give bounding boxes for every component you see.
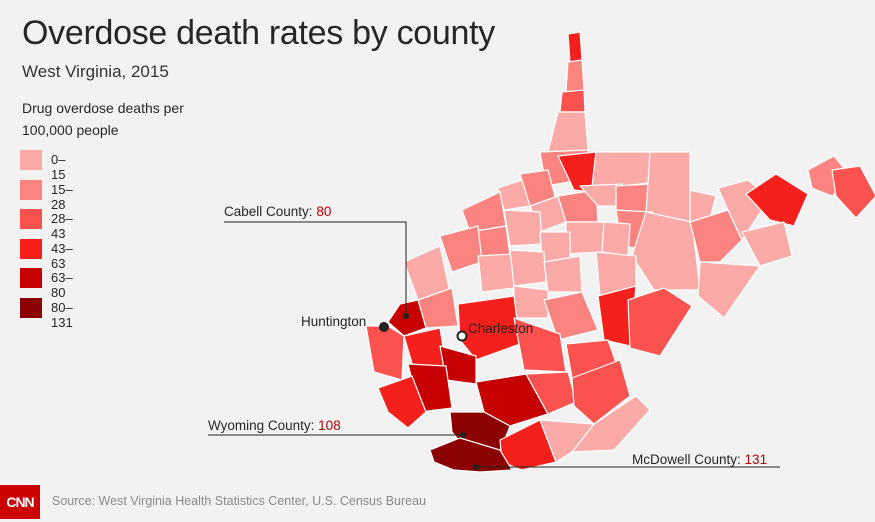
legend-label-0-15: 0–15 <box>51 152 66 182</box>
county-mingo <box>377 375 427 429</box>
county-mcdowell <box>429 437 513 473</box>
county-summers-south <box>539 419 595 463</box>
wyoming-callout: Wyoming County: 108 <box>208 418 341 433</box>
huntington-dot <box>379 322 389 332</box>
cabell-callout-name: Cabell County: <box>224 204 317 219</box>
county-wood <box>461 191 507 233</box>
county-ohio <box>559 89 586 113</box>
legend-label-15-28: 15–28 <box>51 181 73 212</box>
wyoming-marker <box>460 432 466 438</box>
county-randolph <box>631 211 701 291</box>
county-grant <box>689 209 743 263</box>
mcdowell-callout: McDowell County: 131 <box>632 452 767 467</box>
chart-subtitle: West Virginia, 2015 <box>22 62 169 81</box>
legend-swatch-80-131 <box>20 297 42 318</box>
county-pendleton-south <box>627 287 693 357</box>
source-note: Source: West Virginia Health Statistics … <box>52 494 427 508</box>
cabell-callout-value: 80 <box>316 204 332 219</box>
legend-swatch-28-43 <box>20 209 42 229</box>
county-clay <box>513 285 549 319</box>
county-lewis <box>565 221 605 255</box>
county-brooke <box>565 59 585 93</box>
county-preston <box>591 151 657 187</box>
legend-label-28-43: 28–43 <box>51 211 73 241</box>
cabell-marker <box>403 313 409 319</box>
county-ritchie <box>503 209 543 247</box>
charleston-label: Charleston <box>468 321 534 336</box>
mcdowell-callout-value: 131 <box>744 452 768 467</box>
mcdowell-marker <box>473 464 479 470</box>
legend-label-80-131: 80–131 <box>51 299 73 330</box>
county-hancock <box>567 31 583 63</box>
county-calhoun <box>509 249 547 287</box>
county-raleigh <box>475 373 549 427</box>
chart-title: Overdose death rates by county <box>22 14 495 52</box>
legend-swatch-63-80 <box>20 268 42 288</box>
county-pendleton <box>697 261 761 319</box>
county-webster <box>595 251 637 297</box>
county-marshall <box>547 111 589 153</box>
county-jefferson <box>831 165 875 219</box>
county-jackson <box>439 225 483 273</box>
west-virginia-county-map <box>208 31 875 473</box>
county-tucker <box>645 151 691 223</box>
county-nicholas <box>543 291 599 341</box>
charleston-dot <box>456 330 468 342</box>
huntington-label: Huntington <box>301 314 367 329</box>
legend-title: Drug overdose deaths per 100,000 people <box>22 100 184 138</box>
cabell-callout: Cabell County: 80 <box>224 204 331 219</box>
legend-swatch-0-15 <box>20 150 42 170</box>
cabell-leader-line <box>224 221 407 316</box>
legend-swatch-15-28 <box>20 179 42 200</box>
legend-label-63-80: 63–80 <box>51 270 73 300</box>
wyoming-callout-name: Wyoming County: <box>208 418 319 433</box>
legend-label-43-63: 43–63 <box>51 240 73 271</box>
county-roane <box>477 253 515 293</box>
county-taylor <box>615 183 651 213</box>
county-upshur <box>601 221 631 257</box>
county-hardy <box>741 221 793 267</box>
wyoming-callout-value: 108 <box>318 418 341 433</box>
legend-swatch-43-63 <box>20 238 42 259</box>
cnn-logo[interactable]: CNN <box>0 485 40 519</box>
county-braxton <box>543 255 583 293</box>
footer: CNN Source: West Virginia Health Statist… <box>0 482 875 522</box>
mcdowell-callout-name: McDowell County: <box>632 452 745 467</box>
county-morgan <box>745 173 809 227</box>
county-wayne <box>365 325 405 381</box>
county-monroe <box>571 359 631 425</box>
